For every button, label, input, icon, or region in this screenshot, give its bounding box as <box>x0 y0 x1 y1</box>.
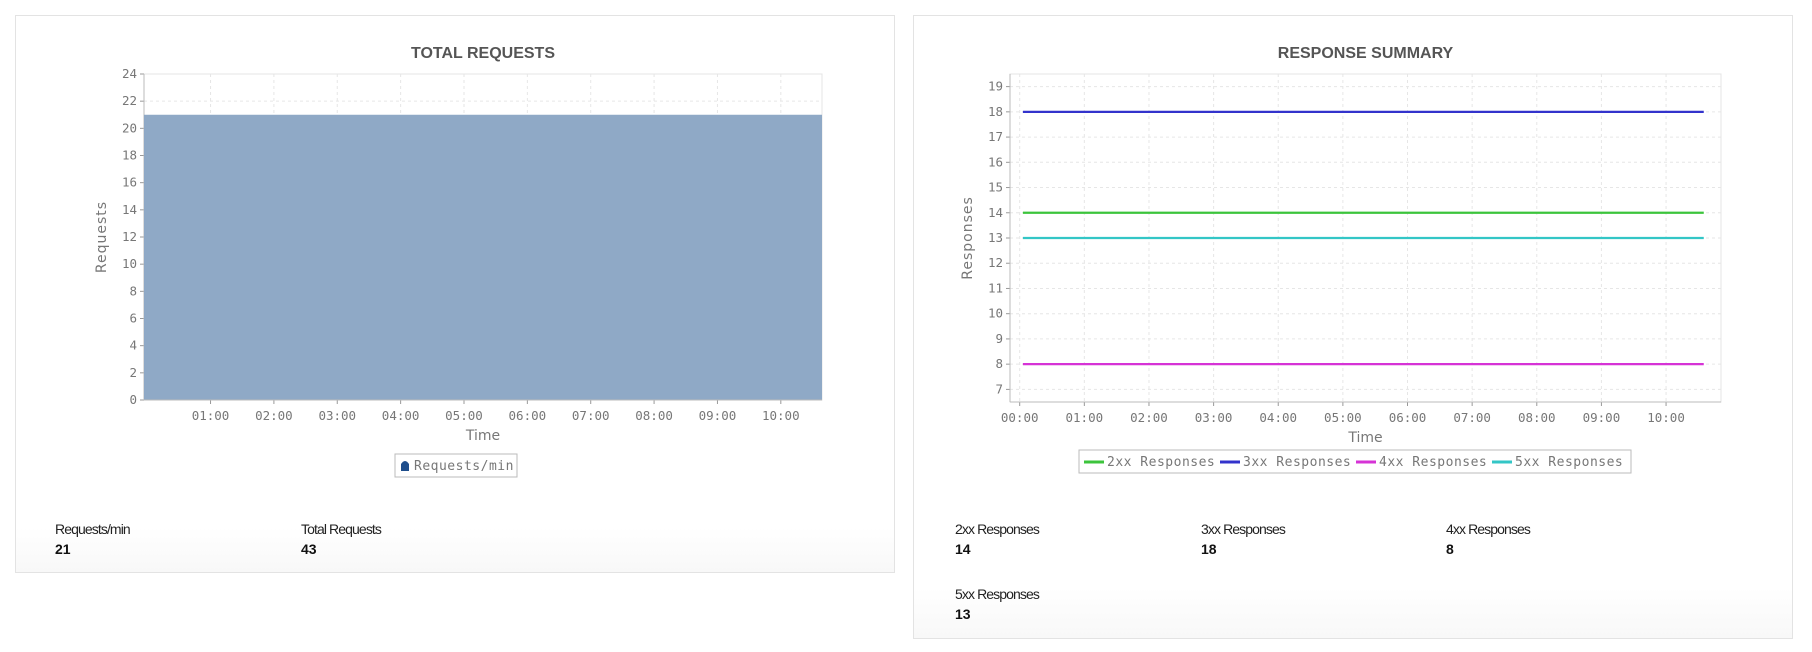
y-tick-label: 24 <box>122 66 137 81</box>
stat-value: 13 <box>955 606 971 622</box>
y-tick-label: 6 <box>129 311 137 326</box>
legend-label: 2xx Responses <box>1107 455 1215 470</box>
x-tick-label: 08:00 <box>1518 410 1556 425</box>
stat-4xx: 4xx Responses 8 <box>1446 521 1531 557</box>
legend-label: Requests/min <box>414 459 514 474</box>
legend-swatch-icon <box>401 461 409 471</box>
x-tick-label: 06:00 <box>509 408 547 423</box>
y-axis-label: Requests <box>94 201 110 273</box>
requests-area <box>144 114 822 400</box>
y-tick-label: 8 <box>995 356 1003 371</box>
x-tick-label: 10:00 <box>762 408 800 423</box>
x-tick-label: 09:00 <box>1583 410 1621 425</box>
x-tick-label: 05:00 <box>445 408 483 423</box>
stat-value: 14 <box>955 541 971 557</box>
stat-label: 5xx Responses <box>955 586 1040 602</box>
y-tick-label: 18 <box>988 104 1003 119</box>
y-axis-label: Responses <box>960 196 976 280</box>
y-tick-label: 2 <box>129 365 137 380</box>
y-tick-label: 9 <box>995 331 1003 346</box>
stat-total-requests: Total Requests 43 <box>301 521 382 557</box>
y-tick-label: 12 <box>988 255 1003 270</box>
legend-label: 4xx Responses <box>1379 455 1487 470</box>
x-tick-label: 03:00 <box>1195 410 1233 425</box>
x-tick-label: 04:00 <box>1259 410 1297 425</box>
x-tick-label: 03:00 <box>318 408 356 423</box>
chart-title: TOTAL REQUESTS <box>411 45 555 62</box>
x-tick-label: 10:00 <box>1647 410 1685 425</box>
stat-label: 4xx Responses <box>1446 521 1531 537</box>
y-tick-label: 10 <box>122 256 137 271</box>
y-tick-label: 13 <box>988 230 1003 245</box>
stat-value: 18 <box>1201 541 1217 557</box>
stat-2xx: 2xx Responses 14 <box>955 521 1040 557</box>
x-tick-label: 07:00 <box>572 408 610 423</box>
x-tick-label: 04:00 <box>382 408 420 423</box>
x-axis-label: Time <box>1347 430 1382 446</box>
y-tick-label: 16 <box>122 175 137 190</box>
stat-label: Total Requests <box>301 521 382 537</box>
y-tick-label: 17 <box>988 129 1003 144</box>
x-tick-label: 00:00 <box>1001 410 1039 425</box>
legend-label: 5xx Responses <box>1515 455 1623 470</box>
legend-box <box>1078 449 1632 474</box>
y-tick-label: 19 <box>988 79 1003 94</box>
y-tick-label: 8 <box>129 283 137 298</box>
stat-label: 2xx Responses <box>955 521 1040 537</box>
x-axis-label: Time <box>465 428 500 444</box>
y-tick-label: 15 <box>988 180 1003 195</box>
stat-value: 21 <box>55 541 71 557</box>
y-tick-label: 11 <box>988 280 1003 295</box>
y-tick-label: 10 <box>988 306 1003 321</box>
chart-title: RESPONSE SUMMARY <box>1278 45 1454 62</box>
y-tick-label: 14 <box>988 205 1003 220</box>
y-tick-label: 22 <box>122 93 137 108</box>
stat-value: 8 <box>1446 541 1454 557</box>
x-tick-label: 05:00 <box>1324 410 1362 425</box>
stat-value: 43 <box>301 541 317 557</box>
y-tick-label: 20 <box>122 120 137 135</box>
y-tick-label: 7 <box>995 381 1003 396</box>
stat-label: 3xx Responses <box>1201 521 1286 537</box>
stat-5xx: 5xx Responses 13 <box>955 586 1040 622</box>
y-tick-label: 16 <box>988 154 1003 169</box>
response-summary-panel: RESPONSE SUMMARY 7 8 9 10 11 12 13 14 15 16 17 18 19 0… <box>913 15 1793 639</box>
x-tick-label: 07:00 <box>1453 410 1491 425</box>
x-tick-label: 09:00 <box>699 408 737 423</box>
y-tick-label: 18 <box>122 148 137 163</box>
x-tick-label: 02:00 <box>255 408 293 423</box>
y-tick-label: 14 <box>122 202 137 217</box>
x-tick-label: 02:00 <box>1130 410 1168 425</box>
stat-requests-per-min: Requests/min 21 <box>55 521 131 557</box>
x-tick-label: 06:00 <box>1389 410 1427 425</box>
x-tick-label: 01:00 <box>192 408 230 423</box>
legend-label: 3xx Responses <box>1243 455 1351 470</box>
stat-3xx: 3xx Responses 18 <box>1201 521 1286 557</box>
x-tick-label: 01:00 <box>1066 410 1104 425</box>
y-tick-label: 4 <box>129 338 137 353</box>
y-tick-label: 12 <box>122 229 137 244</box>
total-requests-panel: TOTAL REQUESTS 0 2 4 6 8 10 12 14 16 18 20 22 24 01:00… <box>15 15 895 573</box>
stat-label: Requests/min <box>55 521 131 537</box>
legend-box <box>394 453 518 478</box>
y-tick-label: 0 <box>129 392 137 407</box>
total-requests-chart: TOTAL REQUESTS02468101214161820222401:00… <box>94 45 823 478</box>
response-summary-chart: RESPONSE SUMMARY 7 8 9 10 11 12 13 14 15 16 17 18 19 0… <box>960 45 1722 474</box>
x-tick-label: 08:00 <box>635 408 673 423</box>
